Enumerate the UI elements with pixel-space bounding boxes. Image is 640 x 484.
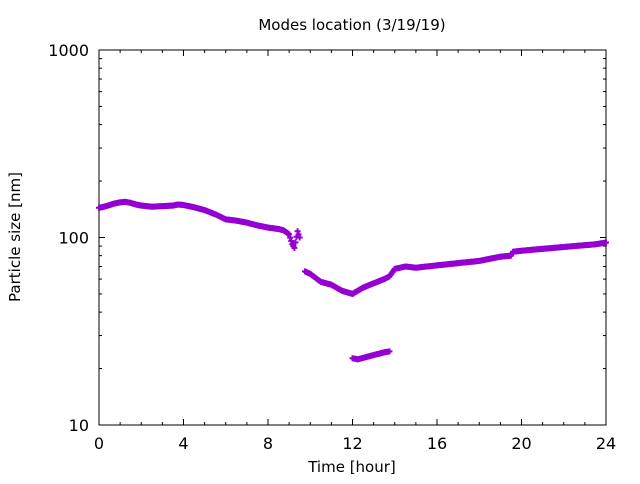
plot-area [96, 198, 609, 363]
y-tick-label: 10 [69, 416, 89, 435]
series-1 [96, 198, 609, 297]
data-point [295, 231, 302, 238]
data-point [287, 234, 294, 241]
data-point [286, 231, 293, 238]
data-point [288, 237, 295, 244]
axes: 0 4 8 12 16 20 24 10 100 1000 [48, 41, 616, 453]
chart-title: Modes location (3/19/19) [258, 16, 445, 34]
x-tick-label: 20 [511, 434, 531, 453]
y-axis-label: Particle size [nm] [6, 172, 24, 302]
data-point [291, 244, 298, 251]
x-tick-label: 4 [178, 434, 188, 453]
y-tick-label: 100 [58, 229, 89, 248]
y-tick-label: 1000 [48, 41, 89, 60]
x-tick-label: 0 [94, 434, 104, 453]
data-point [386, 348, 393, 355]
data-point [292, 239, 299, 246]
data-point [296, 234, 303, 241]
series-2 [349, 348, 393, 363]
x-tick-label: 24 [596, 434, 616, 453]
x-tick-label: 12 [342, 434, 362, 453]
x-tick-label: 16 [427, 434, 447, 453]
x-axis-label: Time [hour] [307, 458, 396, 476]
x-tick-label: 8 [263, 434, 273, 453]
data-point [603, 239, 609, 246]
data-point [294, 228, 301, 235]
